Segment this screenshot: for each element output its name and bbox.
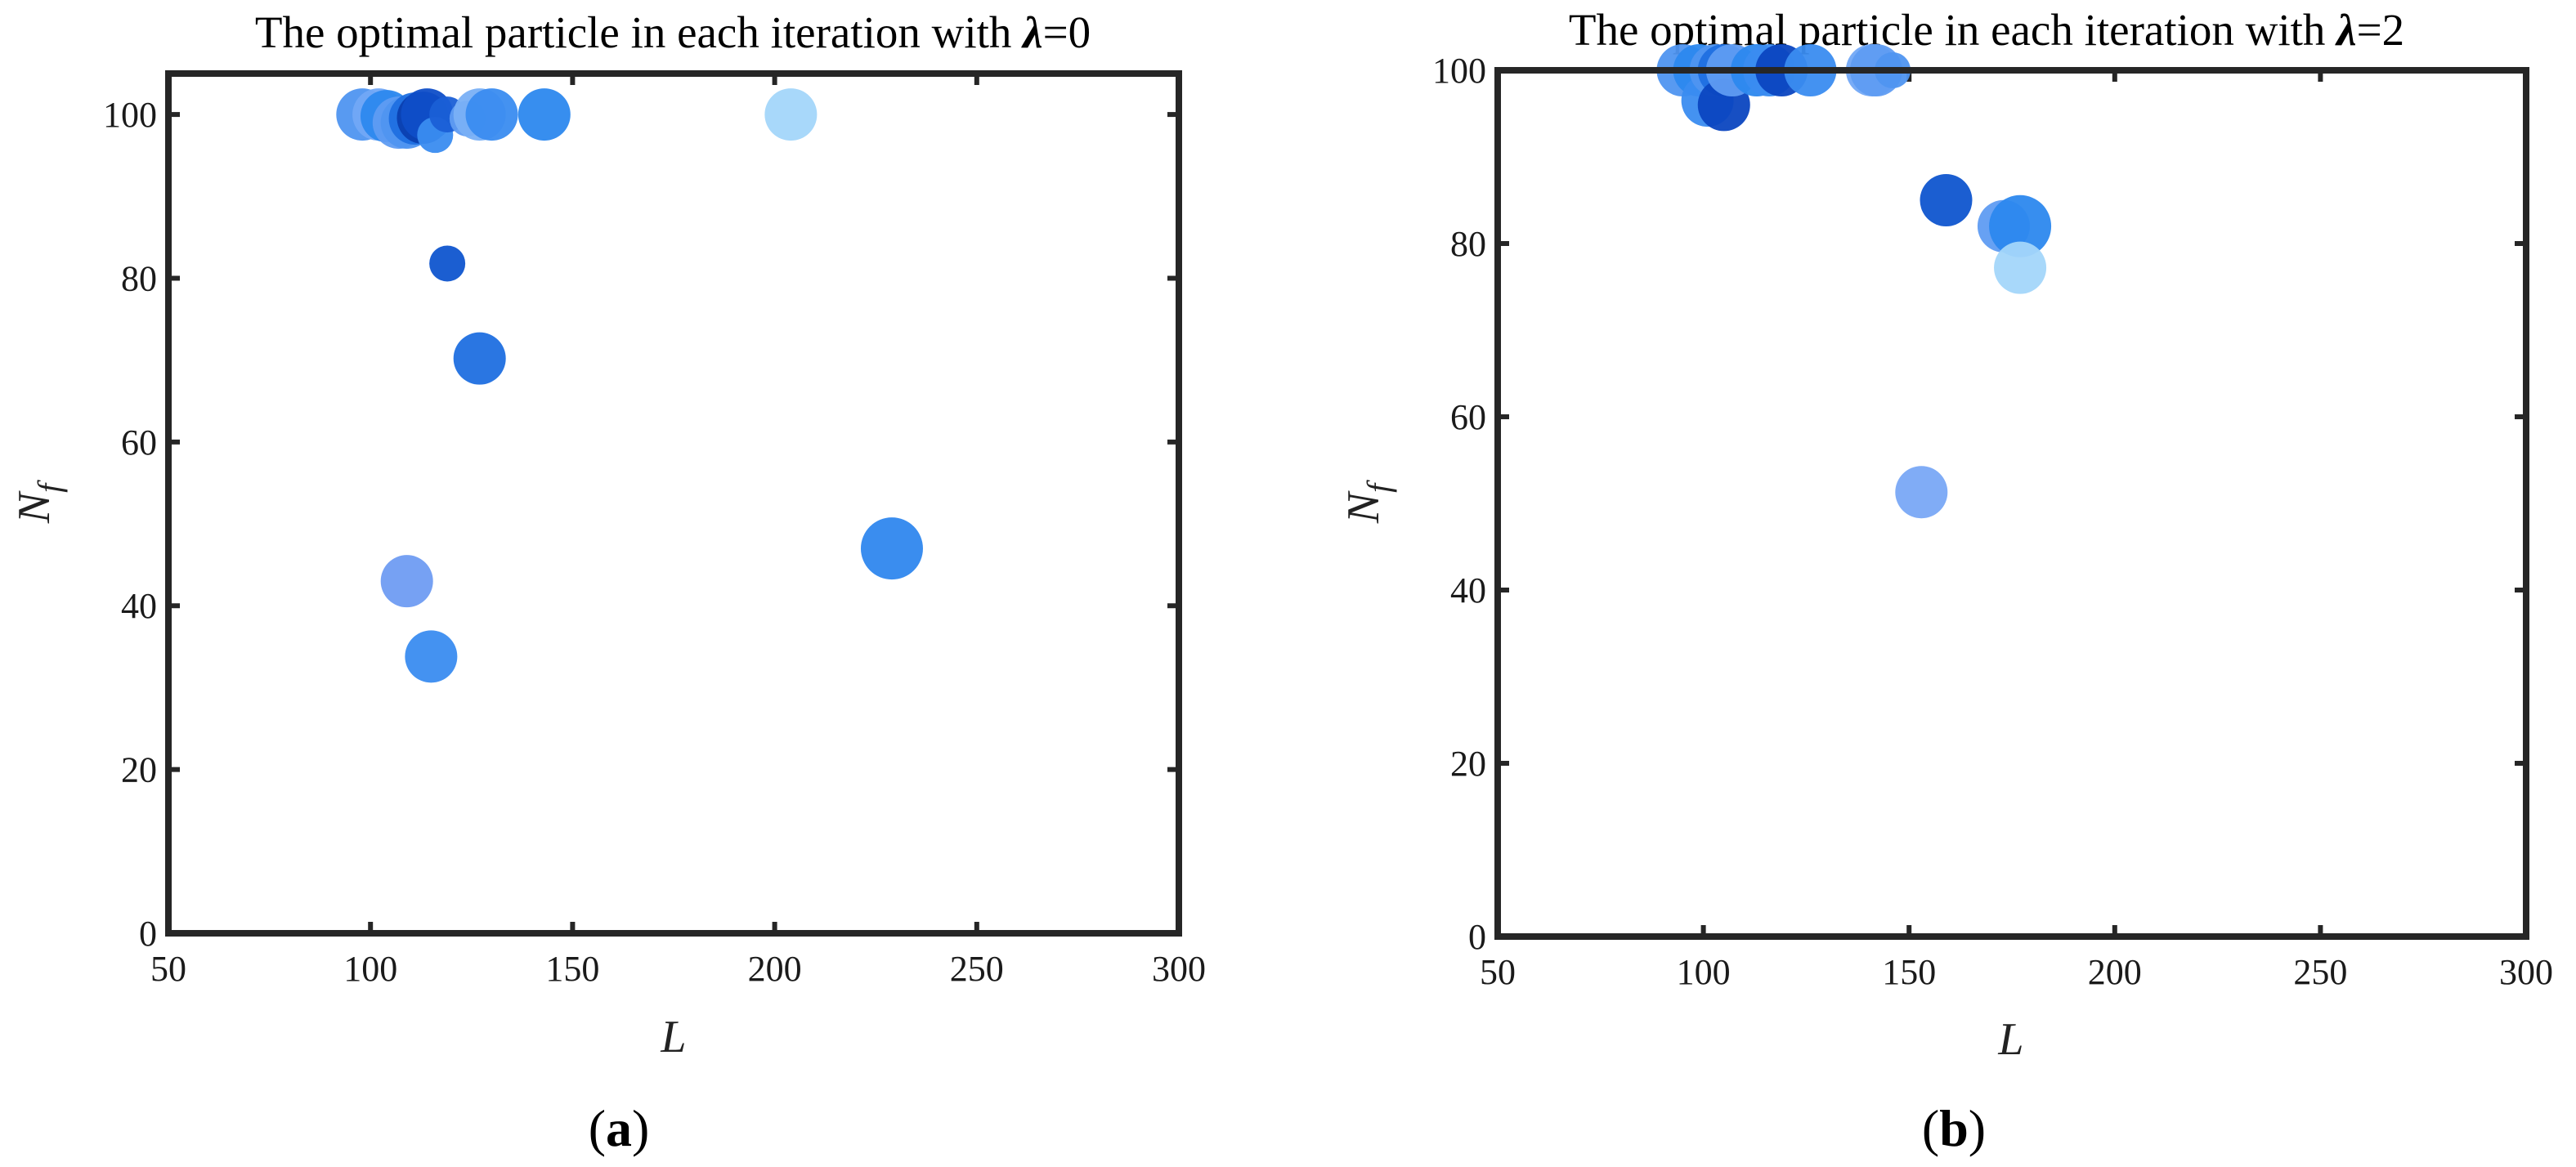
y-tick-label: 40 <box>1450 570 1486 610</box>
y-tick-label: 100 <box>103 95 157 135</box>
x-tick-label: 200 <box>2088 952 2142 992</box>
data-point <box>1895 466 1948 519</box>
x-tick-label: 50 <box>1480 952 1516 992</box>
y-tick-label: 40 <box>121 586 157 626</box>
data-point <box>405 630 458 683</box>
chart-panel-a: The optimal particle in each iteration w… <box>9 7 1206 1157</box>
y-axis-label-b: Nf <box>1338 480 1397 524</box>
y-tick-label: 80 <box>121 258 157 298</box>
y-axis-label-a: Nf <box>9 480 68 524</box>
x-tick-label: 250 <box>950 949 1004 989</box>
x-tick-label: 150 <box>1882 952 1936 992</box>
x-tick-label: 300 <box>2499 952 2553 992</box>
data-point <box>1920 174 1973 226</box>
x-axis-label-b: L <box>1997 1014 2023 1065</box>
chart-title-a: The optimal particle in each iteration w… <box>255 7 1091 57</box>
y-tick-label: 20 <box>1450 744 1486 784</box>
panel-label-b: (b) <box>1922 1099 1986 1157</box>
x-tick-label: 150 <box>545 949 599 989</box>
x-tick-label: 250 <box>2293 952 2347 992</box>
data-point <box>453 332 506 385</box>
data-point <box>1989 194 2052 257</box>
data-point <box>380 555 433 608</box>
x-tick-label: 200 <box>748 949 802 989</box>
panel-label-a: (a) <box>589 1099 650 1157</box>
x-tick-label: 100 <box>1677 952 1731 992</box>
data-point <box>465 88 518 141</box>
data-point <box>517 88 571 141</box>
y-tick-label: 0 <box>1468 917 1486 957</box>
plot-frame-b <box>1494 67 2529 940</box>
y-tick-label: 0 <box>139 914 157 954</box>
x-axis-label-a: L <box>660 1012 686 1062</box>
data-points-a <box>336 88 923 683</box>
x-tick-label: 100 <box>343 949 397 989</box>
y-tick-label: 80 <box>1450 224 1486 264</box>
y-tick-label: 60 <box>121 423 157 463</box>
x-tick-label: 300 <box>1152 949 1206 989</box>
axis-ticks-a: 50 100 150 200 250 300 0 20 40 60 80 100 <box>103 74 1206 989</box>
data-point <box>860 517 923 580</box>
data-point <box>1994 241 2047 294</box>
y-tick-label: 60 <box>1450 397 1486 437</box>
axis-ticks-b: 50 100 150 200 250 300 0 20 40 60 80 100 <box>1432 51 2553 992</box>
y-tick-label: 100 <box>1432 51 1486 91</box>
chart-panel-b: The optimal particle in each iteration w… <box>1338 5 2553 1157</box>
x-tick-label: 50 <box>150 949 186 989</box>
data-points-b <box>1656 44 2052 519</box>
data-point <box>429 245 466 282</box>
data-point <box>764 88 818 141</box>
y-tick-label: 20 <box>121 750 157 790</box>
plot-frame-a <box>165 70 1182 937</box>
